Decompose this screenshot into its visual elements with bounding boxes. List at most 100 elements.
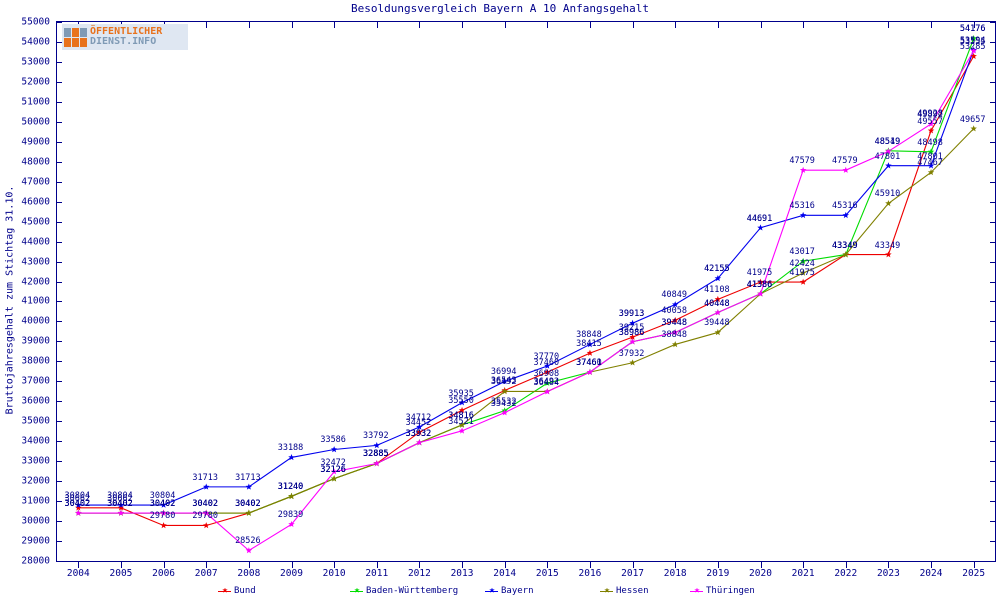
- x-tick-mark: [589, 562, 591, 568]
- y-tick-mark: [990, 101, 996, 103]
- y-tick-label: 45000: [21, 216, 50, 228]
- data-point-marker: [885, 162, 892, 169]
- point-value-label: 49657: [959, 114, 986, 125]
- data-point-marker: [330, 475, 338, 482]
- data-point-marker: [117, 509, 125, 516]
- point-value-label: 38986: [618, 327, 645, 338]
- x-tick-mark: [675, 22, 677, 28]
- x-tick-label: 2004: [66, 568, 90, 579]
- y-tick-mark: [990, 561, 996, 562]
- y-tick-mark: [56, 81, 62, 83]
- point-value-label: 38848: [661, 330, 688, 341]
- y-tick-label: 44000: [21, 236, 50, 248]
- point-value-label: 35532: [490, 396, 517, 407]
- point-value-label: 44691: [746, 213, 773, 224]
- data-point-marker: [458, 421, 466, 428]
- point-value-label: 34816: [448, 410, 474, 421]
- y-tick-label: 30000: [21, 515, 50, 527]
- x-tick-mark: [675, 562, 677, 568]
- x-tick-label: 2010: [322, 568, 346, 579]
- y-tick-mark: [990, 161, 996, 163]
- point-value-label: 53285: [959, 41, 986, 52]
- y-tick-mark: [56, 301, 62, 303]
- point-value-label: 30402: [107, 498, 133, 509]
- y-tick-label: 37000: [21, 375, 50, 387]
- y-tick-label: 53000: [21, 56, 50, 68]
- x-tick-mark: [888, 562, 890, 568]
- x-tick-mark: [931, 22, 933, 28]
- point-value-label: 30662: [107, 493, 133, 504]
- legend-item-th-ringen[interactable]: Thüringen: [690, 586, 755, 596]
- x-tick-mark: [78, 562, 80, 568]
- point-value-label: 30402: [192, 498, 219, 509]
- y-tick-label: 28000: [21, 555, 50, 567]
- point-value-label: 30402: [64, 498, 91, 509]
- x-tick-label: 2025: [962, 568, 986, 579]
- series-line: [78, 38, 975, 514]
- legend-item-bund[interactable]: Bund: [218, 586, 256, 596]
- x-tick-mark: [504, 22, 506, 28]
- x-tick-mark: [760, 562, 762, 568]
- y-tick-mark: [56, 561, 62, 562]
- data-point-marker: [586, 349, 594, 356]
- y-tick-mark: [990, 481, 996, 483]
- legend-item-hessen[interactable]: Hessen: [600, 586, 649, 596]
- y-tick-mark: [56, 41, 62, 43]
- y-tick-mark: [990, 301, 996, 303]
- y-tick-mark: [56, 261, 62, 263]
- point-value-label: 38848: [576, 330, 602, 341]
- legend-item-bayern[interactable]: Bayern: [485, 586, 534, 596]
- data-point-marker: [544, 388, 551, 395]
- point-value-label: 30402: [149, 498, 176, 509]
- data-point-marker: [160, 522, 167, 529]
- data-point-marker: [842, 166, 850, 173]
- x-tick-mark: [462, 562, 464, 568]
- data-point-marker: [970, 47, 977, 54]
- x-tick-label: 2018: [663, 568, 687, 579]
- logo-line-1: ÖFFENTLICHER: [90, 26, 163, 37]
- point-value-label: 53594: [959, 35, 986, 46]
- x-tick-mark: [206, 22, 208, 28]
- y-tick-mark: [990, 181, 996, 183]
- data-point-marker: [330, 446, 338, 453]
- point-value-label: 33932: [405, 428, 432, 439]
- data-point-marker: [75, 504, 82, 511]
- y-tick-label: 49000: [21, 136, 50, 148]
- data-point-marker: [629, 338, 636, 345]
- data-point-marker: [330, 468, 338, 475]
- x-tick-mark: [589, 22, 591, 28]
- y-tick-mark: [56, 22, 62, 23]
- point-value-label: 34712: [405, 412, 432, 423]
- y-tick-mark: [990, 521, 996, 523]
- data-point-marker: [202, 522, 210, 529]
- point-value-label: 30402: [235, 498, 261, 509]
- x-tick-label: 2024: [919, 568, 943, 579]
- point-value-label: 38986: [618, 327, 645, 338]
- x-tick-label: 2012: [407, 568, 431, 579]
- point-value-label: 30402: [149, 498, 176, 509]
- series-line: [78, 49, 975, 506]
- point-value-label: 31240: [277, 482, 304, 493]
- legend-item-baden-w-rttemberg[interactable]: Baden-Württemberg: [350, 586, 458, 596]
- y-tick-label: 29000: [21, 535, 50, 547]
- y-tick-mark: [990, 341, 996, 343]
- x-tick-mark: [632, 562, 634, 568]
- point-value-label: 30662: [64, 493, 91, 504]
- point-value-label: 30402: [64, 498, 91, 509]
- x-tick-mark: [845, 22, 847, 28]
- point-value-label: 34816: [448, 410, 474, 421]
- point-value-label: 43017: [789, 246, 815, 257]
- point-value-label: 31240: [277, 482, 304, 493]
- data-point-marker: [927, 162, 935, 169]
- point-value-label: 47579: [831, 155, 858, 166]
- data-point-marker: [288, 454, 295, 461]
- point-value-label: 30402: [192, 498, 219, 509]
- x-tick-mark: [419, 562, 421, 568]
- data-point-marker: [544, 362, 551, 369]
- point-value-label: 35550: [448, 396, 474, 407]
- y-tick-mark: [56, 341, 62, 343]
- y-tick-mark: [990, 461, 996, 463]
- x-tick-mark: [120, 562, 122, 568]
- logo-squares-icon: [64, 27, 87, 47]
